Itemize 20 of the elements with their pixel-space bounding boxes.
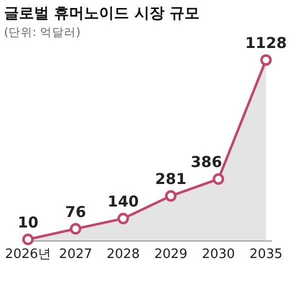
point (70, 223, 82, 235)
x-tick-label: 2029 (154, 247, 188, 262)
data-label: 76 (65, 202, 86, 221)
data-label: 140 (108, 192, 139, 211)
point (212, 173, 224, 185)
x-tick-label: 2026년 (4, 247, 52, 262)
x-tick-label: 2028 (106, 247, 140, 262)
data-label: 281 (155, 170, 186, 188)
x-tick-label: 2035 (249, 247, 283, 262)
point (22, 234, 34, 246)
x-tick-label: 2027 (59, 247, 92, 262)
x-tick-label: 2030 (202, 247, 235, 262)
data-label: 1128 (245, 34, 287, 52)
point (117, 212, 129, 224)
data-label: 10 (18, 213, 38, 232)
point (260, 54, 272, 66)
chart-title: 글로벌 휴머노이드 시장 규모 (4, 4, 200, 23)
chart-subtitle: (단위: 억달러) (4, 25, 81, 40)
point (165, 190, 177, 202)
data-label: 386 (190, 153, 222, 172)
